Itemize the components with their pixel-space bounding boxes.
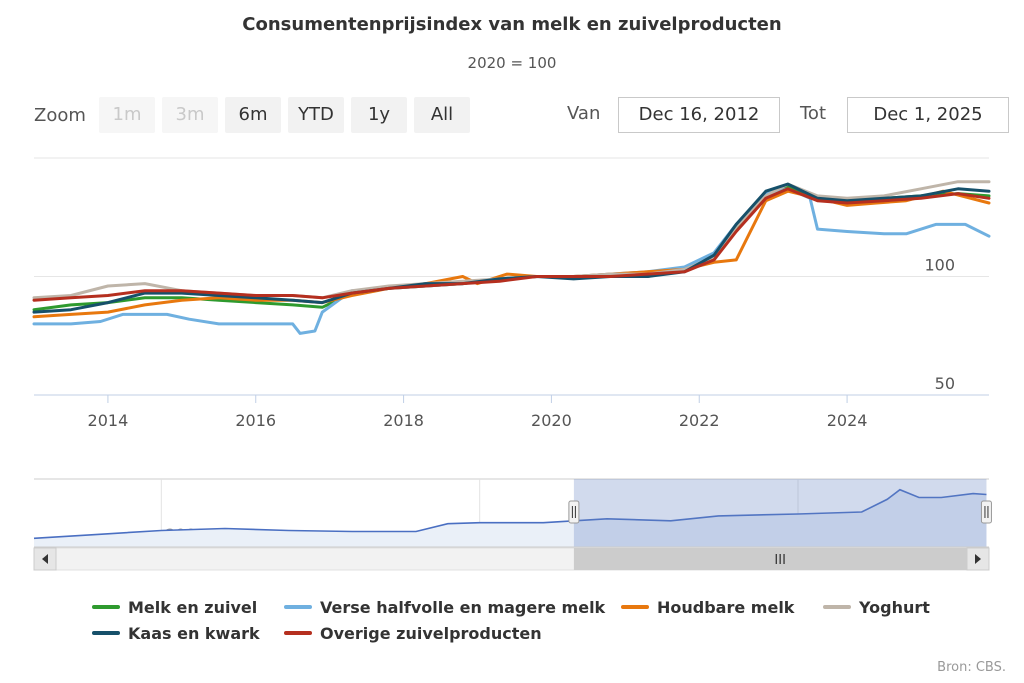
legend-item-overige-zuivelproducten[interactable]: Overige zuivelproducten [320,624,542,643]
x-tick-label-2024: 2024 [827,411,868,430]
scroll-right-arrow-icon [975,554,981,564]
x-tick-label-2020: 2020 [531,411,572,430]
x-tick-label-2014: 2014 [88,411,129,430]
zoom-ytd-button[interactable]: YTD [288,97,344,133]
range-from-input[interactable]: Dec 16, 2012 [618,97,780,133]
chart-subtitle: 2020 = 100 [467,54,557,72]
zoom-1m-button[interactable]: 1m [99,97,155,133]
legend-item-verse-halfvolle-en-magere-melk[interactable]: Verse halfvolle en magere melk [320,598,606,617]
legend-item-kaas-en-kwark[interactable]: Kaas en kwark [128,624,260,643]
legend-swatch-yoghurt [823,605,851,609]
zoom-all-button[interactable]: All [414,97,470,133]
zoom-1y-button[interactable]: 1y [351,97,407,133]
series-line-verse-halfvolle-en-magere-melk[interactable] [32,187,991,335]
x-tick-label-2018: 2018 [383,411,424,430]
legend-swatch-melk-en-zuivel [92,605,120,609]
legend-item-yoghurt[interactable]: Yoghurt [859,598,930,617]
zoom-label: Zoom [34,105,86,126]
range-from-label: Van [567,103,601,124]
zoom-6m-button[interactable]: 6m [225,97,281,133]
legend-item-melk-en-zuivel[interactable]: Melk en zuivel [128,598,258,617]
legend-swatch-kaas-en-kwark [92,631,120,635]
x-tick-label-2016: 2016 [235,411,276,430]
navigator-selection[interactable] [573,479,987,547]
scrollbar-thumb[interactable] [573,548,987,570]
navigator-area [34,489,987,547]
scroll-left-arrow-icon [42,554,48,564]
scrollbar-grip: III [774,553,786,568]
navigator-handle-right[interactable] [980,500,992,524]
legend-item-houdbare-melk[interactable]: Houdbare melk [657,598,795,617]
navigator-line [33,488,987,540]
source-credit[interactable]: Bron: CBS. [937,660,1006,675]
navigator-handle-left[interactable] [568,500,580,524]
x-tick-label-2022: 2022 [679,411,720,430]
range-to-label: Tot [800,103,827,124]
legend-swatch-houdbare-melk [621,605,649,609]
series-line-overige-zuivelproducten[interactable] [32,187,991,302]
zoom-3m-button[interactable]: 3m [162,97,218,133]
range-to-input[interactable]: Dec 1, 2025 [847,97,1009,133]
chart-title: Consumentenprijsindex van melk en zuivel… [242,14,782,35]
legend-swatch-overige-zuivelproducten [284,631,312,635]
y-tick-label-50: 50 [935,374,955,393]
y-tick-label-100: 100 [924,256,955,275]
legend-swatch-verse-melk [284,605,312,609]
